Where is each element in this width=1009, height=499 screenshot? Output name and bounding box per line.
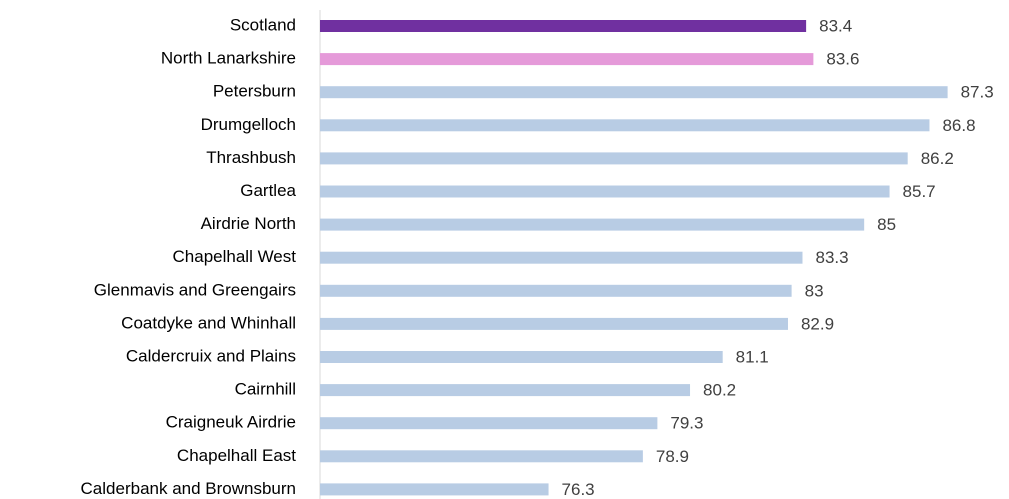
bar xyxy=(320,251,803,264)
category-label: Calderbank and Brownsburn xyxy=(81,479,296,498)
bar xyxy=(320,284,792,297)
value-label: 85.7 xyxy=(903,182,936,201)
bar xyxy=(320,417,658,430)
bar xyxy=(320,351,723,363)
category-label: Cairnhill xyxy=(235,380,296,399)
category-label: Thrashbush xyxy=(206,148,296,167)
value-label: 83 xyxy=(805,281,824,300)
bar xyxy=(320,119,930,132)
value-label: 80.2 xyxy=(703,381,736,400)
bar xyxy=(320,384,691,397)
value-label: 86.2 xyxy=(921,149,954,168)
category-label: Airdrie North xyxy=(201,214,296,233)
value-label: 87.3 xyxy=(961,83,994,102)
category-label: Gartlea xyxy=(240,181,296,200)
value-label: 86.8 xyxy=(942,116,975,135)
category-label: Craigneuk Airdrie xyxy=(166,413,296,432)
category-label: Drumgelloch xyxy=(201,115,296,134)
category-label: Chapelhall West xyxy=(173,247,297,266)
value-label: 82.9 xyxy=(801,314,834,333)
bar xyxy=(320,317,788,330)
bar xyxy=(320,53,814,66)
bar xyxy=(320,483,549,496)
category-label: North Lanarkshire xyxy=(161,49,296,68)
value-label: 79.3 xyxy=(670,414,703,433)
value-label: 83.4 xyxy=(819,16,852,35)
value-label: 78.9 xyxy=(656,447,689,466)
value-label: 83.3 xyxy=(815,248,848,267)
category-label: Glenmavis and Greengairs xyxy=(94,280,296,299)
bar xyxy=(320,152,908,165)
bar xyxy=(320,450,643,463)
category-label: Caldercruix and Plains xyxy=(126,346,296,365)
category-label: Coatdyke and Whinhall xyxy=(121,313,296,332)
value-label: 81.1 xyxy=(736,347,769,366)
bar xyxy=(320,86,948,99)
value-label: 85 xyxy=(877,215,896,234)
value-label: 83.6 xyxy=(826,50,859,69)
bar xyxy=(320,218,865,231)
value-label: 76.3 xyxy=(562,480,595,499)
bar xyxy=(320,185,890,198)
category-label: Petersburn xyxy=(213,82,296,101)
bar xyxy=(320,20,807,32)
category-label: Chapelhall East xyxy=(177,446,296,465)
category-label: Scotland xyxy=(230,15,296,34)
